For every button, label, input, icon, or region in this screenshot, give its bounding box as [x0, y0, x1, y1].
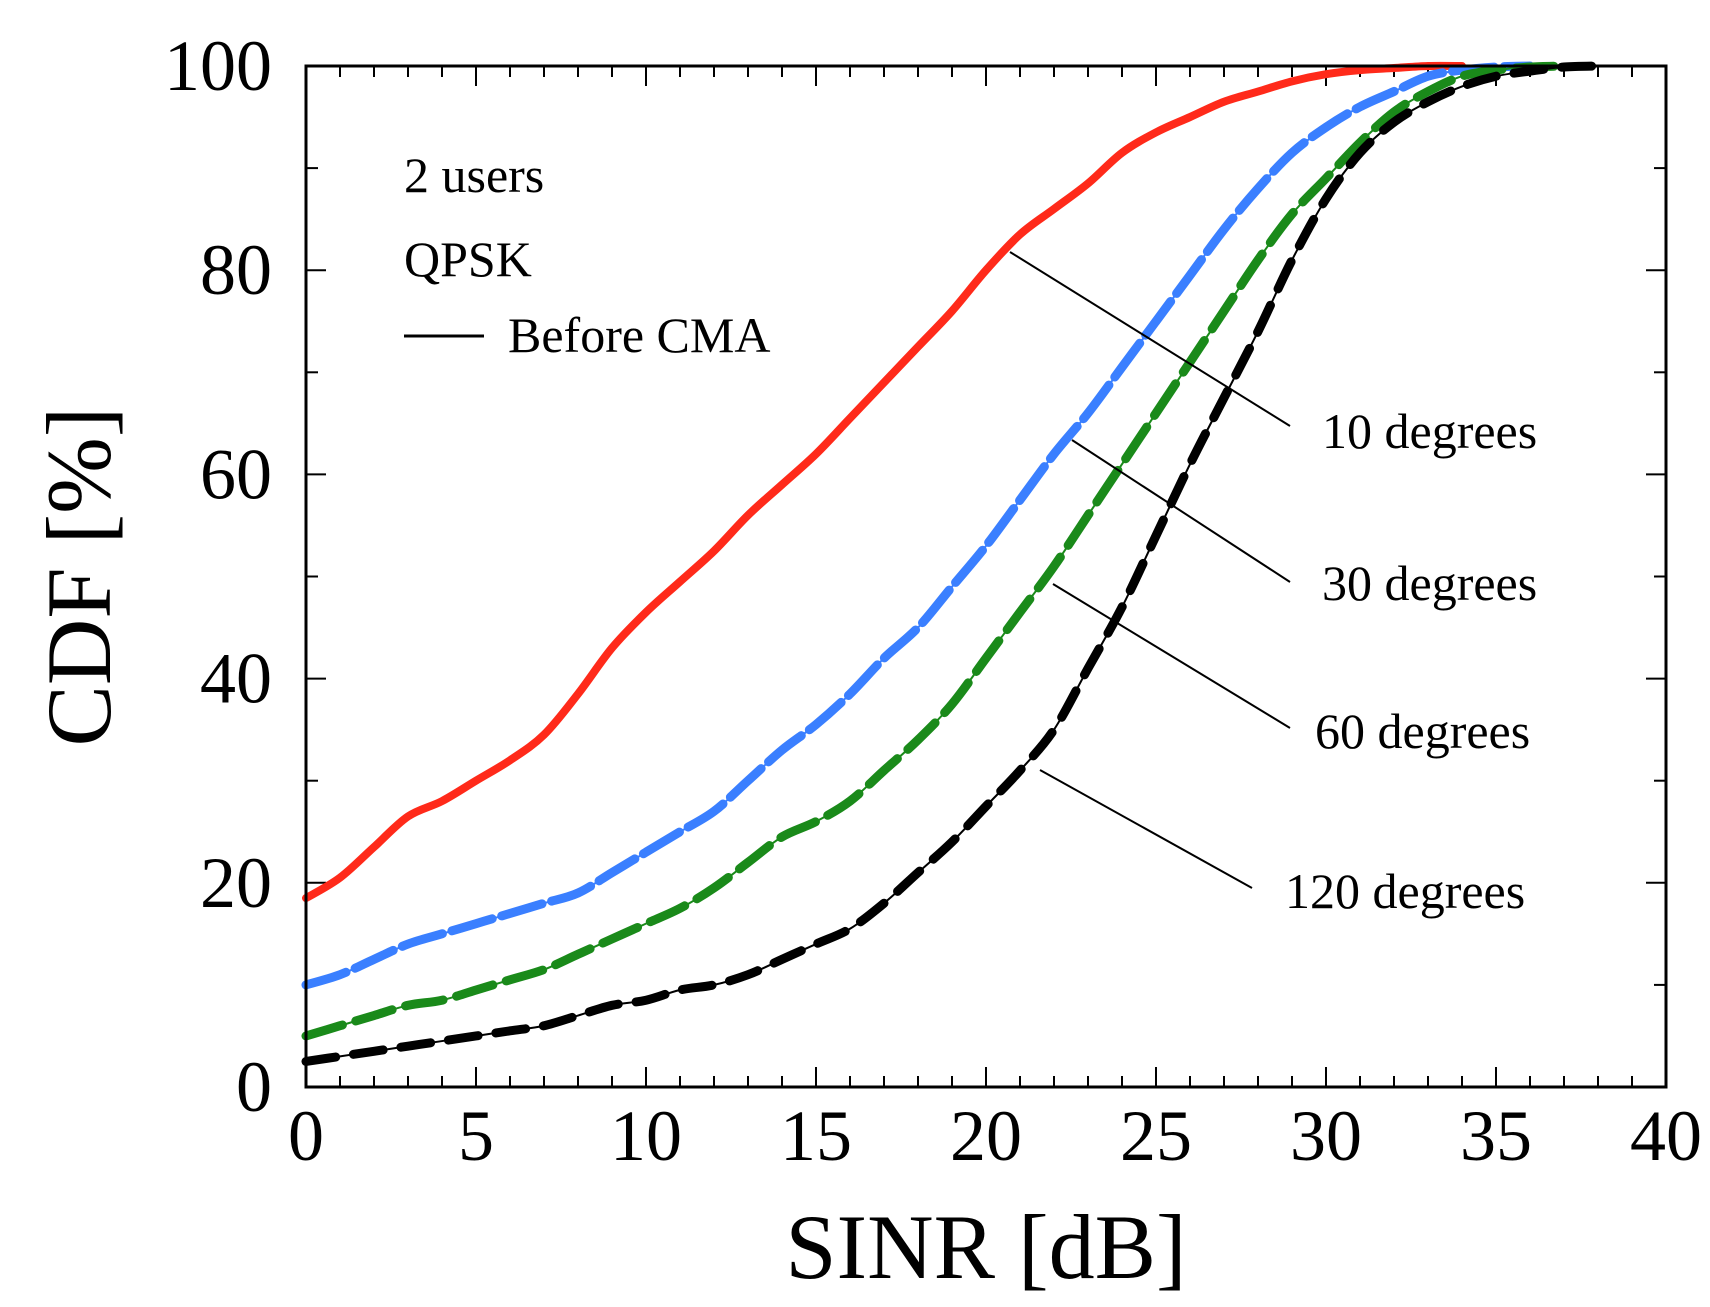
x-tick-label: 0 — [288, 1096, 324, 1176]
series-label: 30 degrees — [1322, 555, 1537, 611]
legend-label-before-cma: Before CMA — [508, 307, 770, 363]
series-label: 60 degrees — [1315, 703, 1530, 759]
x-tick-label: 35 — [1460, 1096, 1532, 1176]
x-tick-label: 25 — [1120, 1096, 1192, 1176]
x-tick-label: 20 — [950, 1096, 1022, 1176]
y-tick-label: 80 — [200, 230, 272, 310]
y-tick-labels: 0 20 40 60 80 100 — [164, 26, 272, 1127]
leader-line — [1071, 439, 1291, 583]
series-line-10-degrees — [302, 61, 1466, 903]
x-tick-label: 15 — [780, 1096, 852, 1176]
y-tick-label: 100 — [164, 26, 272, 106]
annotation-users: 2 users — [404, 147, 544, 203]
leader-line — [1052, 583, 1291, 729]
x-tick-label: 5 — [458, 1096, 494, 1176]
x-tick-label: 40 — [1630, 1096, 1702, 1176]
y-tick-label: 20 — [200, 843, 272, 923]
x-tick-label: 10 — [610, 1096, 682, 1176]
y-tick-label: 60 — [200, 434, 272, 514]
annotation-modulation: QPSK — [404, 231, 532, 287]
leader-line — [1009, 251, 1291, 427]
plot-frame — [304, 64, 1668, 1089]
series-labels: 10 degrees 30 degrees 60 degrees 120 degree… — [1285, 403, 1537, 919]
series-label: 10 degrees — [1322, 403, 1537, 459]
leader-line — [1039, 769, 1253, 889]
y-axis-label: CDF [%] — [28, 407, 130, 747]
series-line-120-degrees — [301, 61, 1603, 1066]
series-label: 120 degrees — [1285, 863, 1525, 919]
x-tick-label: 30 — [1290, 1096, 1362, 1176]
x-tick-labels: 0 5 10 15 20 25 30 35 40 — [288, 1096, 1702, 1176]
y-tick-label: 0 — [236, 1047, 272, 1127]
y-tick-label: 40 — [200, 639, 272, 719]
series-line-60-degrees — [301, 61, 1569, 1041]
leader-lines — [1009, 251, 1291, 889]
series-thin-line — [305, 65, 1531, 986]
series-line-30-degrees — [301, 61, 1535, 990]
series-lines — [301, 61, 1603, 1066]
x-axis-label: SINR [dB] — [785, 1196, 1186, 1298]
